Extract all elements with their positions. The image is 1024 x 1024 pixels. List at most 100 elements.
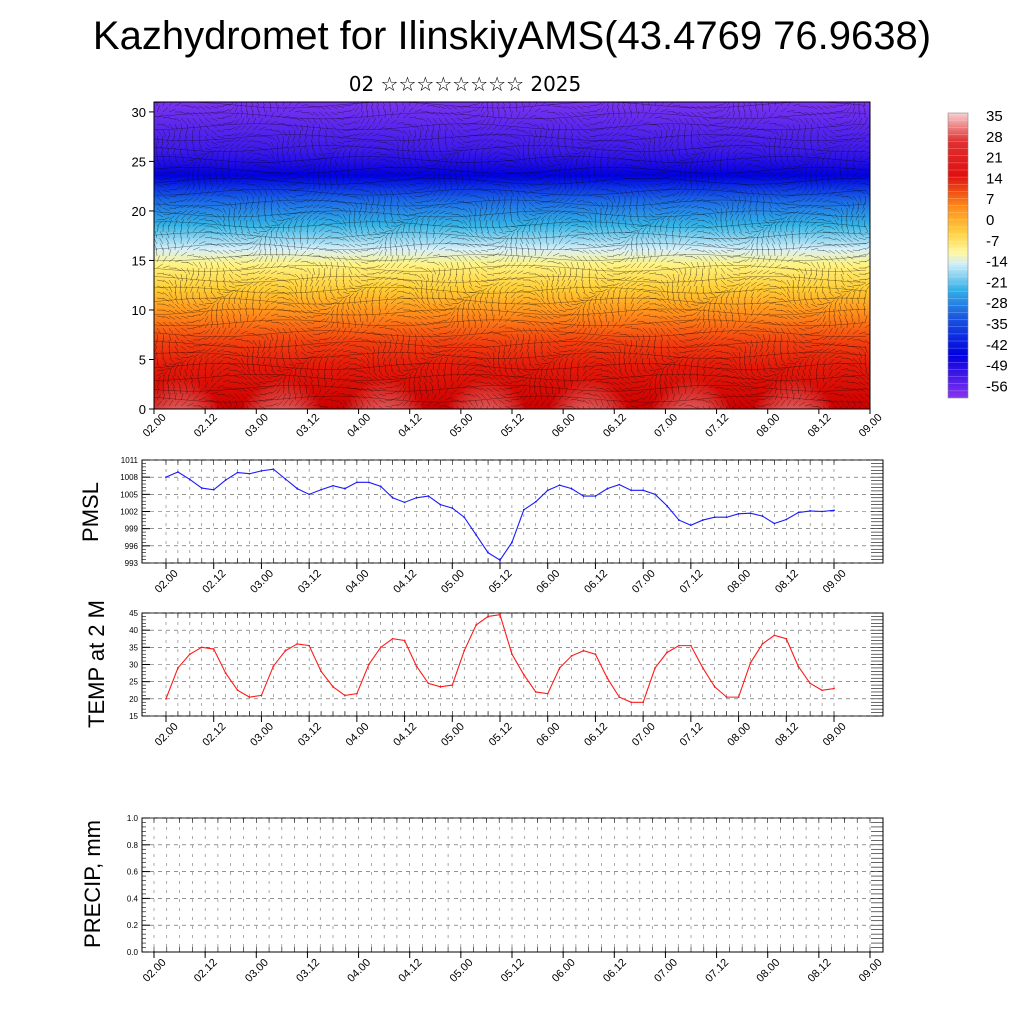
wind-barb bbox=[540, 159, 546, 166]
wind-barb bbox=[252, 239, 259, 245]
wind-barb bbox=[204, 135, 209, 143]
wind-barb bbox=[480, 237, 488, 242]
wind-barb bbox=[432, 117, 438, 124]
wind-barb bbox=[852, 195, 858, 202]
wind-barb bbox=[576, 207, 584, 209]
wind-barb bbox=[678, 225, 682, 233]
wind-barb bbox=[552, 159, 560, 163]
wind-barb bbox=[156, 159, 161, 167]
wind-barb bbox=[762, 159, 769, 166]
wind-barb bbox=[738, 139, 746, 143]
wind-barb bbox=[756, 141, 763, 147]
wind-barb bbox=[762, 207, 765, 215]
wind-barb bbox=[456, 191, 463, 197]
wind-barb bbox=[780, 189, 788, 192]
wind-barb bbox=[496, 213, 500, 221]
wind-barb bbox=[324, 152, 332, 155]
wind-barb bbox=[417, 135, 422, 143]
wind-barb bbox=[792, 173, 799, 179]
wind-barb bbox=[774, 159, 779, 167]
wind-barb bbox=[778, 147, 782, 155]
wind-barb bbox=[852, 102, 855, 107]
wind-barb bbox=[618, 225, 623, 233]
wind-barb bbox=[444, 159, 448, 167]
wind-barb bbox=[240, 154, 246, 161]
wind-barb bbox=[600, 153, 603, 161]
wind-barb bbox=[227, 165, 230, 173]
wind-barb bbox=[720, 127, 728, 131]
wind-barb bbox=[735, 213, 740, 221]
wind-barb bbox=[396, 225, 401, 233]
wind-barb bbox=[648, 129, 655, 136]
wind-barb bbox=[516, 147, 521, 155]
wind-barb bbox=[504, 147, 512, 151]
wind-barb bbox=[864, 189, 870, 196]
wind-barb bbox=[774, 195, 781, 201]
wind-barb bbox=[342, 129, 350, 132]
wind-barb bbox=[696, 183, 699, 191]
wind-barb bbox=[612, 237, 620, 240]
wind-barb bbox=[498, 239, 505, 245]
wind-barb bbox=[174, 102, 182, 107]
wind-barb bbox=[588, 144, 596, 149]
wind-barb bbox=[276, 225, 280, 233]
wind-barb bbox=[372, 176, 380, 179]
wind-barb bbox=[438, 123, 441, 131]
wind-barb bbox=[330, 129, 336, 136]
wind-barb bbox=[864, 231, 870, 235]
wind-barb bbox=[624, 225, 631, 232]
wind-barb bbox=[198, 218, 206, 221]
wind-barb bbox=[276, 183, 283, 189]
wind-barb bbox=[486, 182, 494, 185]
wind-barb bbox=[726, 105, 731, 113]
wind-barb bbox=[582, 237, 590, 241]
wind-barb bbox=[552, 198, 560, 203]
wind-barb bbox=[543, 141, 548, 149]
wind-barb bbox=[312, 197, 319, 203]
wind-barb bbox=[270, 201, 272, 209]
wind-barb bbox=[695, 177, 698, 185]
wind-barb bbox=[755, 207, 758, 215]
wind-barb bbox=[798, 210, 806, 215]
wind-barb bbox=[342, 243, 350, 248]
wind-barb bbox=[702, 207, 710, 210]
wind-barb bbox=[600, 178, 606, 185]
wind-barb bbox=[592, 165, 596, 173]
wind-barb bbox=[156, 165, 163, 171]
wind-barb bbox=[342, 177, 344, 185]
wind-barb bbox=[846, 171, 849, 179]
wind-barb bbox=[156, 225, 159, 233]
wind-barb bbox=[264, 183, 271, 190]
wind-barb bbox=[642, 171, 650, 176]
wind-barb bbox=[480, 201, 483, 209]
wind-barb bbox=[354, 106, 360, 113]
wind-barb bbox=[198, 241, 206, 245]
wind-barb bbox=[516, 135, 523, 141]
wind-barb bbox=[720, 225, 724, 233]
wind-barb bbox=[185, 129, 188, 137]
wind-barb bbox=[600, 112, 606, 119]
wind-barb bbox=[360, 231, 366, 238]
wind-barb bbox=[858, 154, 864, 161]
wind-barb bbox=[672, 231, 674, 239]
wind-barb bbox=[558, 225, 563, 233]
wind-barb bbox=[384, 147, 392, 152]
wind-barb bbox=[594, 114, 602, 119]
wind-barb bbox=[522, 112, 529, 119]
wind-barb bbox=[684, 204, 692, 209]
warm-maximum bbox=[448, 347, 525, 409]
wind-barb bbox=[480, 153, 484, 161]
wind-barb bbox=[450, 105, 458, 110]
wind-barb bbox=[557, 129, 560, 137]
wind-barb bbox=[564, 204, 572, 209]
wind-barb bbox=[300, 185, 307, 191]
wind-barb bbox=[762, 195, 765, 203]
wind-barb bbox=[450, 183, 453, 191]
wind-barb bbox=[822, 117, 829, 123]
wind-barb bbox=[522, 189, 528, 196]
wind-barb bbox=[570, 111, 577, 117]
wind-barb bbox=[540, 207, 548, 209]
wind-barb bbox=[666, 194, 674, 197]
wind-barb bbox=[846, 119, 853, 125]
wind-barb bbox=[372, 236, 380, 239]
